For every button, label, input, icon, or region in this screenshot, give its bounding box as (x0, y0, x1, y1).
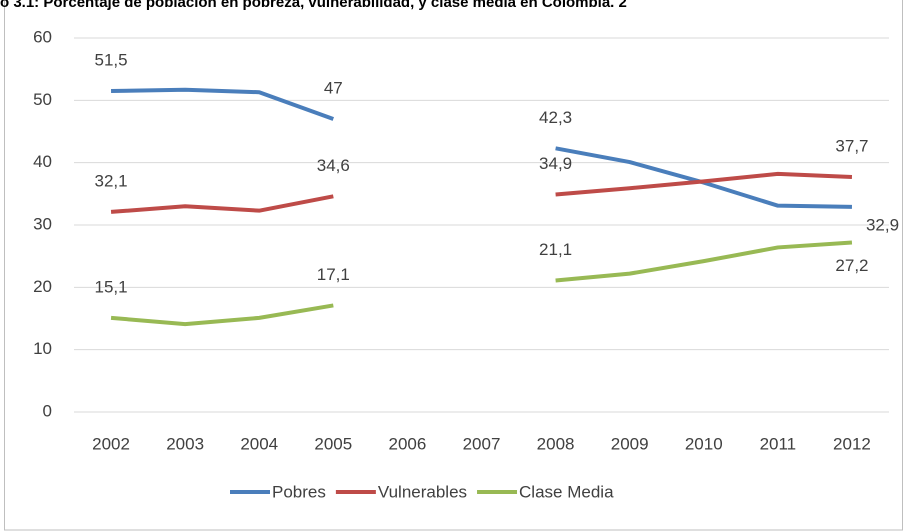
y-tick-label: 60 (33, 27, 52, 46)
data-label: 42,3 (539, 108, 572, 127)
data-label: 37,7 (835, 136, 868, 155)
y-tick-label: 30 (33, 214, 52, 233)
x-tick-label: 2004 (240, 434, 278, 453)
x-tick-label: 2012 (833, 434, 871, 453)
y-tick-label: 50 (33, 90, 52, 109)
x-tick-label: 2007 (463, 434, 501, 453)
x-tick-label: 2009 (611, 434, 649, 453)
data-label: 21,1 (539, 240, 572, 259)
y-tick-label: 40 (33, 152, 52, 171)
data-label: 32,1 (94, 171, 127, 190)
x-tick-label: 2011 (760, 434, 797, 453)
x-tick-label: 2005 (314, 434, 352, 453)
y-tick-label: 20 (33, 277, 52, 296)
legend-label: Vulnerables (378, 482, 467, 501)
data-label: 17,1 (317, 265, 350, 284)
data-label: 34,9 (539, 154, 572, 173)
x-tick-label: 2002 (92, 434, 130, 453)
data-label: 15,1 (94, 277, 127, 296)
data-label: 34,6 (317, 156, 350, 175)
line-series (110, 240, 853, 327)
x-tick-label: 2010 (685, 434, 723, 453)
x-tick-label: 2008 (537, 434, 575, 453)
x-tick-label: 2003 (166, 434, 204, 453)
data-label: 27,2 (835, 256, 868, 275)
line-series (110, 171, 853, 214)
legend-label: Clase Media (519, 482, 614, 501)
data-label: 51,5 (94, 50, 127, 69)
data-label: 32,9 (866, 215, 899, 234)
data-label: 47 (324, 79, 343, 98)
chart-title: o 3.1: Porcentaje de población en pobrez… (0, 0, 627, 11)
legend-label: Pobres (272, 482, 326, 501)
x-tick-label: 2006 (388, 434, 426, 453)
y-tick-label: 0 (43, 401, 52, 420)
y-tick-label: 10 (33, 339, 52, 358)
